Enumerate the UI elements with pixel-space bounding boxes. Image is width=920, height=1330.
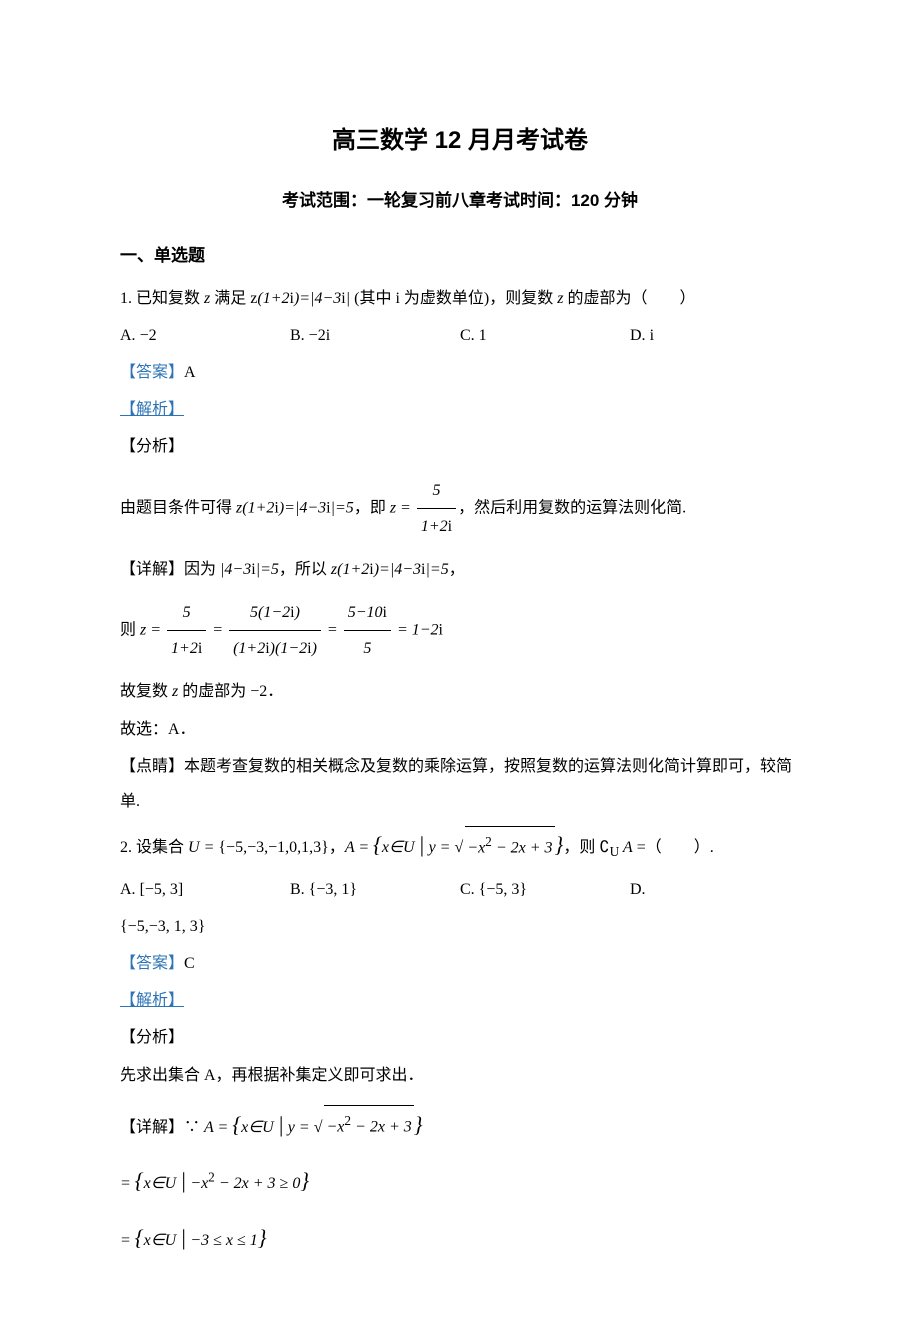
- q2-detail-line-1: 【详解】∵ A = {x∈U | y = √−x2 − 2x + 3}: [120, 1101, 800, 1149]
- exam-title: 高三数学 12 月月考试卷: [120, 115, 800, 168]
- q1-detail: 【详解】因为 |4−3i|=5，所以 z(1+2i)=|4−3i|=5，: [120, 552, 800, 587]
- q1-options: A. −2 B. −2i C. 1 D. i: [120, 318, 800, 353]
- q2-number: 2.: [120, 839, 132, 856]
- q1-conclusion-1: 故复数 z 的虚部为 −2．: [120, 674, 800, 709]
- q2-option-a: A. [−5, 3]: [120, 872, 290, 907]
- q2-stem: 2. 设集合 U = {−5,−3,−1,0,1,3}，A = {x∈U | y…: [120, 821, 800, 869]
- q2-options: A. [−5, 3] B. {−3, 1} C. {−5, 3} D.: [120, 872, 800, 907]
- q1-number: 1.: [120, 290, 132, 307]
- q1-text-2: 满足: [210, 290, 250, 307]
- q2-option-b: B. {−3, 1}: [290, 872, 460, 907]
- q1-text-1: 已知复数: [136, 290, 204, 307]
- q1-text-4: 的虚部为（ ）: [563, 290, 695, 307]
- q1-stem: 1. 已知复数 z 满足 z(1+2i)=|4−3i| (其中 i 为虚数单位)…: [120, 281, 800, 316]
- q1-analysis-label: 【解析】: [120, 392, 800, 427]
- q2-option-d-value: {−5,−3, 1, 3}: [120, 909, 800, 944]
- q1-option-b: B. −2i: [290, 318, 460, 353]
- q2-fenxi-label: 【分析】: [120, 1020, 800, 1055]
- q2-detail-line-3: = {x∈U | −3 ≤ x ≤ 1}: [120, 1214, 800, 1262]
- section-1-heading: 一、单选题: [120, 237, 800, 274]
- q1-conclusion-2: 故选：A．: [120, 712, 800, 747]
- q1-text-3: (其中 i 为虚数单位)，则复数: [350, 290, 557, 307]
- q1-fenxi-body: 由题目条件可得 z(1+2i)=|4−3i|=5，即 z = 51+2i，然后利…: [120, 473, 800, 544]
- q1-option-d: D. i: [630, 318, 800, 353]
- exam-subtitle: 考试范围：一轮复习前八章考试时间：120 分钟: [120, 182, 800, 219]
- q1-option-a: A. −2: [120, 318, 290, 353]
- q1-option-c: C. 1: [460, 318, 630, 353]
- q2-analysis-label: 【解析】: [120, 983, 800, 1018]
- q2-answer: 【答案】C: [120, 946, 800, 981]
- q2-option-c: C. {−5, 3}: [460, 872, 630, 907]
- q2-option-d: D.: [630, 872, 800, 907]
- q2-detail-line-2: = {x∈U | −x2 − 2x + 3 ≥ 0}: [120, 1157, 800, 1205]
- q1-answer: 【答案】A: [120, 355, 800, 390]
- page-content: 高三数学 12 月月考试卷 考试范围：一轮复习前八章考试时间：120 分钟 一、…: [0, 0, 920, 1330]
- q2-fenxi-body: 先求出集合 A，再根据补集定义即可求出．: [120, 1058, 800, 1093]
- q1-chain: 则 z = 51+2i = 5(1−2i)(1+2i)(1−2i) = 5−10…: [120, 595, 800, 666]
- q1-fenxi-label: 【分析】: [120, 429, 800, 464]
- q1-dianjing: 【点睛】本题考查复数的相关概念及复数的乘除运算，按照复数的运算法则化简计算即可，…: [120, 749, 800, 819]
